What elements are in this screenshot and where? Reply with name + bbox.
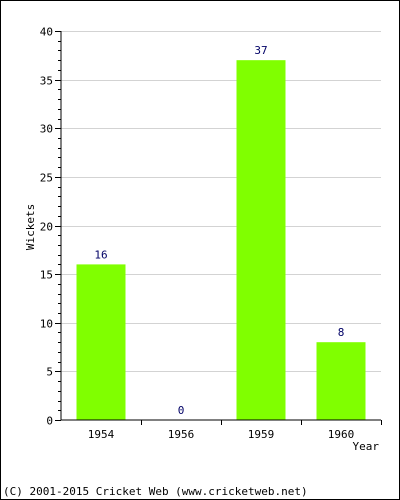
bar-1954 xyxy=(76,264,126,420)
y-tick-label: 10 xyxy=(40,318,53,331)
y-tick-label: 30 xyxy=(40,123,53,136)
copyright-text: (C) 2001-2015 Cricket Web (www.cricketwe… xyxy=(3,485,308,498)
y-tick-label: 5 xyxy=(46,366,53,379)
x-tick-label: 1956 xyxy=(168,428,195,441)
data-labels: 16 0 37 8 xyxy=(94,44,344,417)
y-tick-label: 20 xyxy=(40,221,53,234)
data-label-1959: 37 xyxy=(254,44,267,57)
y-ticks: 0 5 10 15 20 25 30 35 40 xyxy=(40,26,61,428)
data-label-1956: 0 xyxy=(178,404,185,417)
y-tick-label: 35 xyxy=(40,75,53,88)
y-axis-label: Wickets xyxy=(24,204,37,250)
bar-1959 xyxy=(236,60,286,421)
x-tick-label: 1960 xyxy=(328,428,355,441)
data-label-1954: 16 xyxy=(94,248,107,261)
x-tick-label: 1954 xyxy=(88,428,115,441)
y-tick-label: 15 xyxy=(40,269,53,282)
bar-1960 xyxy=(316,342,366,420)
x-tick-label: 1959 xyxy=(248,428,275,441)
x-ticks: 1954 1956 1959 1960 xyxy=(88,420,382,441)
y-tick-label: 0 xyxy=(46,415,53,428)
y-tick-label: 25 xyxy=(40,172,53,185)
x-axis-label: Year xyxy=(353,440,380,453)
y-tick-label: 40 xyxy=(40,26,53,39)
data-label-1960: 8 xyxy=(338,326,345,339)
bars xyxy=(76,60,366,421)
